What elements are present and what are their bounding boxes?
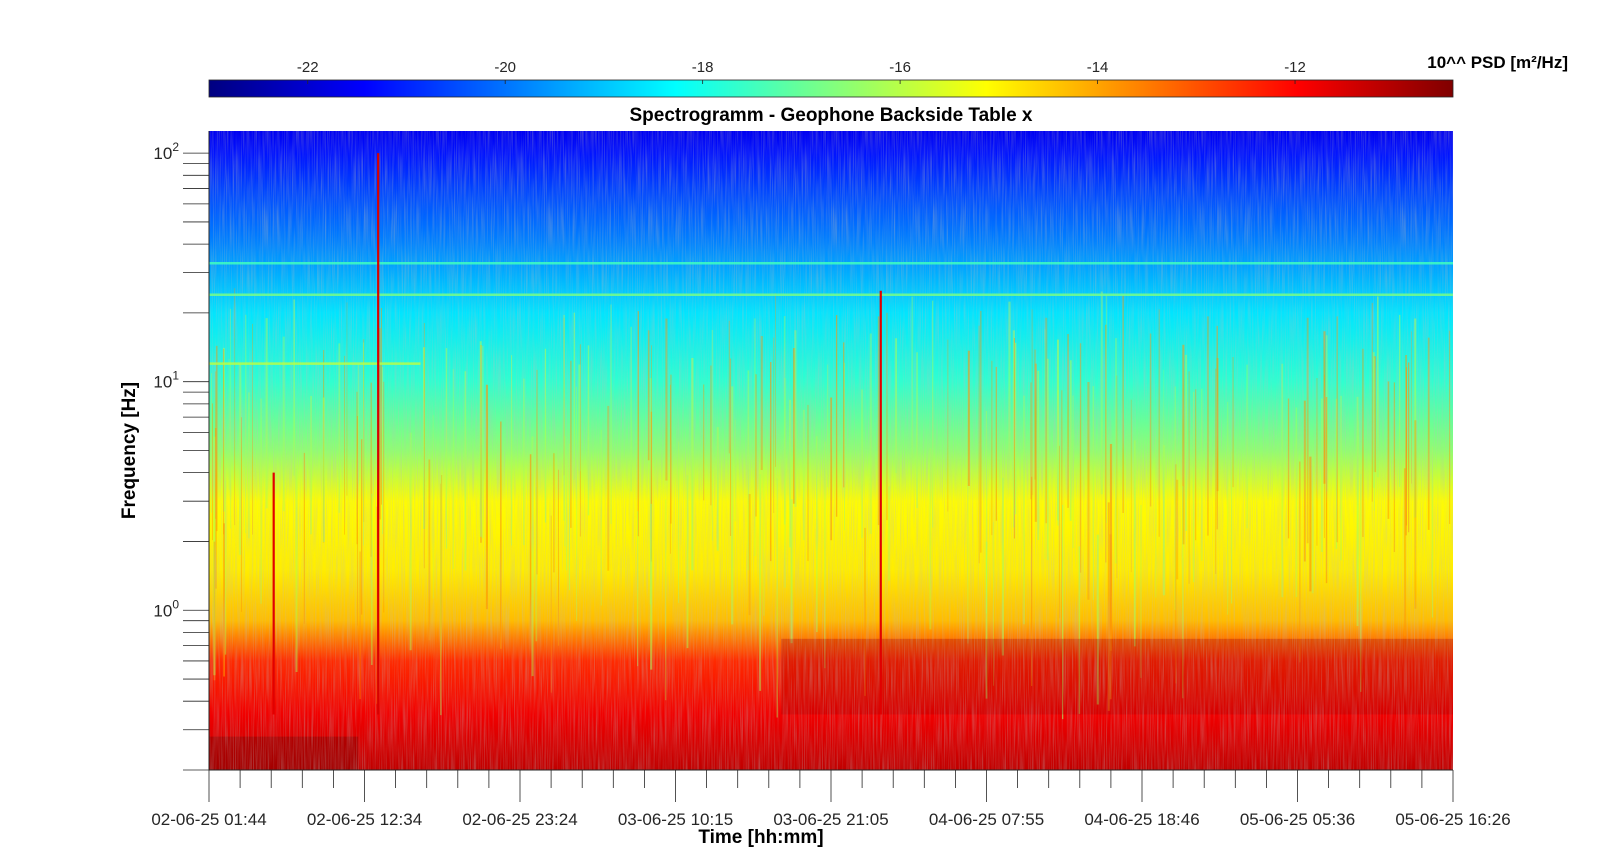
y-axis: 100 101 102 bbox=[153, 131, 210, 771]
x-axis: 02-06-25 01:44 02-06-25 12:34 02-06-25 23:… bbox=[151, 769, 1511, 829]
colorbar-tick-label: -16 bbox=[889, 59, 911, 76]
spectrogram-transient-events bbox=[272, 153, 882, 715]
colorbar-tick-label: -20 bbox=[494, 59, 516, 76]
x-tick-label: 04-06-25 18:46 bbox=[1084, 810, 1199, 829]
colorbar-label: 10^^ PSD [m²/Hz] bbox=[1427, 53, 1568, 72]
colorbar-tick-label: -18 bbox=[692, 59, 714, 76]
colorbar-gradient bbox=[208, 79, 1454, 98]
spectrogram-plot-area bbox=[209, 131, 1453, 770]
x-tick-label: 02-06-25 01:44 bbox=[151, 810, 266, 829]
y-axis-label: Frequency [Hz] bbox=[119, 382, 140, 519]
x-tick-label: 02-06-25 23:24 bbox=[462, 810, 577, 829]
colorbar-tick-label: -22 bbox=[297, 59, 319, 76]
colorbar-ticks: -22 -20 -18 -16 -14 -12 bbox=[297, 59, 1306, 84]
x-tick-label: 03-06-25 21:05 bbox=[773, 810, 888, 829]
x-tick-label: 02-06-25 12:34 bbox=[307, 810, 422, 829]
colorbar-tick-label: -12 bbox=[1284, 59, 1306, 76]
spectrogram-noise bbox=[209, 131, 1453, 770]
x-axis-label: Time [hh:mm] bbox=[698, 827, 823, 848]
chart-title: Spectrogramm - Geophone Backside Table x bbox=[630, 105, 1033, 126]
y-tick-label: 102 bbox=[153, 140, 179, 163]
colorbar: -22 -20 -18 -16 -14 -12 10^^ PSD [m²/Hz] bbox=[208, 53, 1568, 98]
x-tick-label: 05-06-25 05:36 bbox=[1240, 810, 1355, 829]
y-tick-label: 101 bbox=[153, 369, 179, 392]
y-tick-label: 100 bbox=[153, 597, 179, 620]
colorbar-tick-label: -14 bbox=[1087, 59, 1109, 76]
x-tick-label: 05-06-25 16:26 bbox=[1395, 810, 1510, 829]
x-tick-label: 04-06-25 07:55 bbox=[929, 810, 1044, 829]
spectrogram-harmonic-lines bbox=[209, 261, 1453, 365]
x-tick-label: 03-06-25 10:15 bbox=[618, 810, 733, 829]
